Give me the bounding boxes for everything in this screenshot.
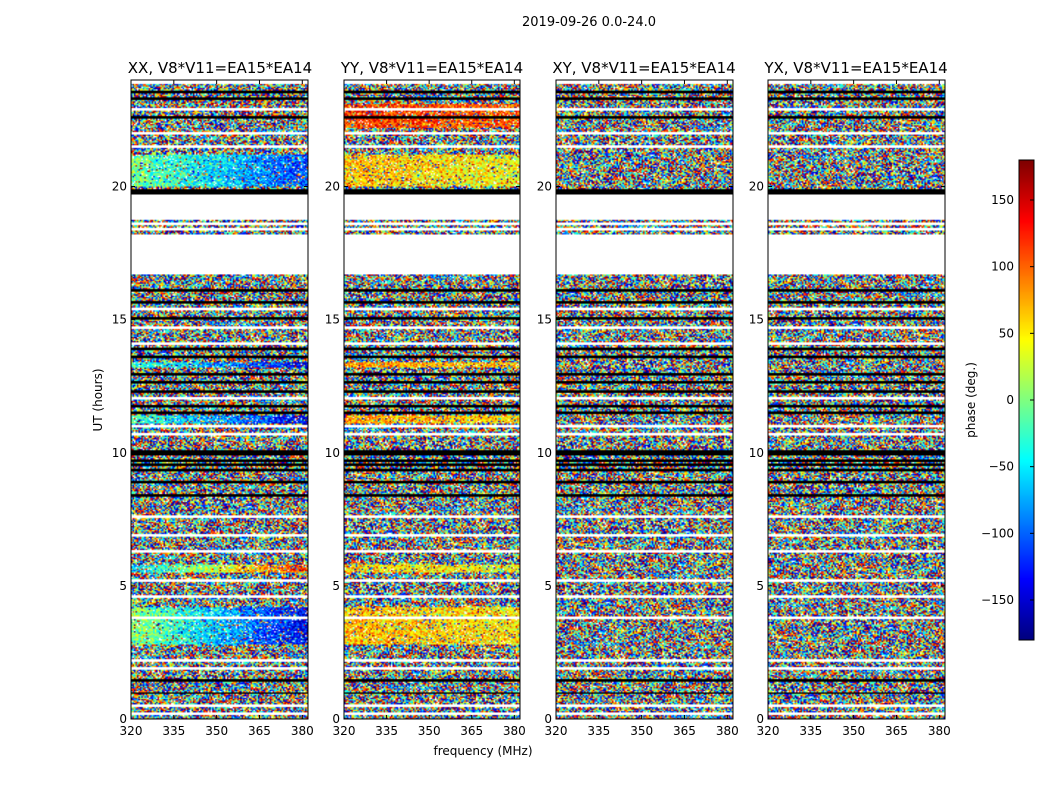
y-tick-label: 10 (325, 446, 340, 460)
heatmap-image-xy (556, 80, 733, 719)
x-tick-label: 350 (842, 724, 865, 738)
y-tick-label: 20 (325, 180, 340, 194)
y-tick-label: 0 (332, 712, 340, 726)
x-tick-label: 335 (587, 724, 610, 738)
x-tick-label: 350 (630, 724, 653, 738)
panel-title-xy: XY, V8*V11=EA15*EA14 (552, 59, 735, 77)
axes-xy: 320 335 350 365 380 0 5 10 15 20 (537, 79, 739, 738)
x-tick-label: 380 (291, 724, 314, 738)
y-tick-label: 15 (749, 313, 764, 327)
x-tick-label: 365 (460, 724, 483, 738)
y-tick-label: 10 (537, 446, 552, 460)
x-tick-label: 380 (716, 724, 739, 738)
x-tick-label: 365 (885, 724, 908, 738)
y-tick-label: 20 (749, 180, 764, 194)
colorbar-label: phase (deg.) (964, 362, 978, 438)
x-tick-label: 320 (757, 724, 780, 738)
x-tick-label: 350 (418, 724, 441, 738)
x-tick-label: 320 (333, 724, 356, 738)
panel-title-xx: XX, V8*V11=EA15*EA14 (128, 59, 312, 77)
y-tick-label: 5 (544, 579, 552, 593)
colorbar-ticks: −150 −100 −50 0 50 100 150 (981, 193, 1034, 607)
axes-frame (130, 79, 309, 720)
x-axis-label: frequency (MHz) (433, 744, 532, 758)
colorbar-tick-label: 100 (991, 260, 1014, 274)
panel-xy: XY, V8*V11=EA15*EA14 320 335 350 365 380 0 5 10… (537, 59, 739, 738)
y-tick-label: 5 (332, 579, 340, 593)
x-tick-label: 335 (375, 724, 398, 738)
x-tick-label: 380 (503, 724, 526, 738)
y-tick-label: 15 (537, 313, 552, 327)
y-tick-label: 15 (112, 313, 127, 327)
colorbar-tick-label: −100 (981, 526, 1014, 540)
colorbar-tick-label: 150 (991, 193, 1014, 207)
axes-frame (767, 79, 946, 720)
colorbar: −150 −100 −50 0 50 100 150 phase (deg.) (964, 159, 1035, 641)
heatmap-image-yy (344, 80, 520, 719)
y-tick-label: 20 (537, 180, 552, 194)
y-tick-label: 0 (756, 712, 764, 726)
colorbar-tick-label: −150 (981, 593, 1014, 607)
y-tick-label: 5 (119, 579, 127, 593)
colorbar-gradient (1019, 160, 1034, 640)
figure-title: 2019-09-26 0.0-24.0 (522, 15, 656, 30)
y-tick-label: 10 (749, 446, 764, 460)
x-tick-label: 320 (545, 724, 568, 738)
y-tick-label: 5 (756, 579, 764, 593)
x-tick-label: 350 (205, 724, 228, 738)
colorbar-tick-label: −50 (989, 460, 1014, 474)
axes-yx: 320 335 350 365 380 0 5 10 15 20 (749, 79, 951, 738)
panel-yy: YY, V8*V11=EA15*EA14 320 335 350 365 380 0 5 10… (325, 59, 526, 738)
y-tick-label: 10 (112, 446, 127, 460)
x-tick-label: 335 (162, 724, 185, 738)
x-tick-label: 365 (673, 724, 696, 738)
heatmap-image-xx (131, 80, 308, 719)
y-tick-label: 0 (119, 712, 127, 726)
panel-title-yx: YX, V8*V11=EA15*EA14 (763, 59, 947, 77)
axes-frame (343, 79, 521, 720)
x-tick-label: 380 (928, 724, 951, 738)
axes-xx: 320 335 350 365 380 0 5 10 15 20 (112, 79, 314, 738)
panel-yx: YX, V8*V11=EA15*EA14 320 335 350 365 380 0 5 10… (749, 59, 951, 738)
x-tick-label: 335 (799, 724, 822, 738)
axes-frame (555, 79, 734, 720)
y-tick-label: 15 (325, 313, 340, 327)
y-tick-label: 20 (112, 180, 127, 194)
panel-xx: XX, V8*V11=EA15*EA14 320 335 350 365 380 0 5 10… (112, 59, 314, 738)
colorbar-tick-label: 50 (999, 326, 1014, 340)
y-axis-label: UT (hours) (91, 368, 105, 431)
heatmap-image-yx (768, 80, 945, 719)
panel-title-yy: YY, V8*V11=EA15*EA14 (340, 59, 523, 77)
y-tick-label: 0 (544, 712, 552, 726)
colorbar-tick-label: 0 (1006, 393, 1014, 407)
x-tick-label: 365 (248, 724, 271, 738)
axes-yy: 320 335 350 365 380 0 5 10 15 20 (325, 79, 526, 738)
x-tick-label: 320 (120, 724, 143, 738)
